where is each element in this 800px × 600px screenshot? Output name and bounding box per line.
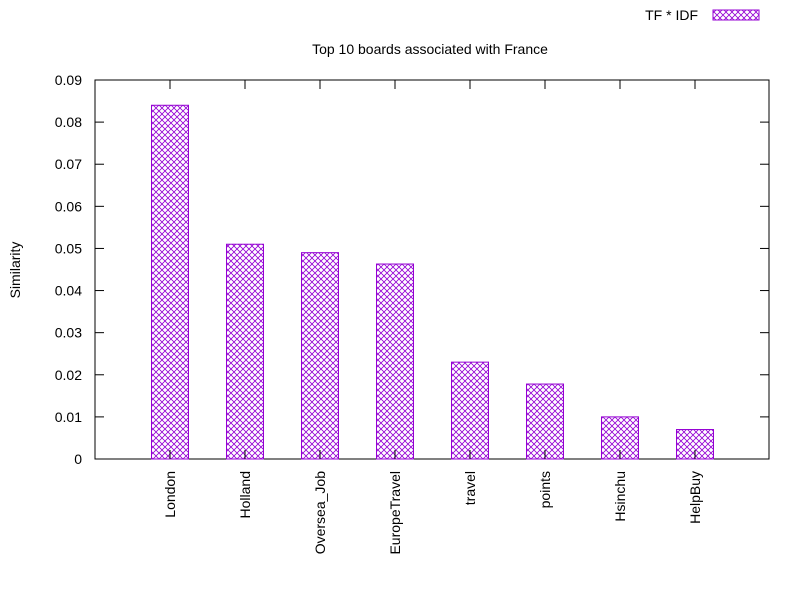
y-tick-label: 0.06 [55, 198, 82, 214]
y-tick-label: 0.02 [55, 367, 82, 383]
x-tick-label: points [537, 471, 553, 508]
x-tick-label: London [162, 471, 178, 518]
y-axis: 0 0.01 0.02 0.03 0.04 0.05 0.06 0.07 0.08 0.09 [55, 72, 769, 467]
y-tick-label: 0.08 [55, 114, 82, 130]
plot-frame [94, 79, 770, 460]
legend-swatch [712, 9, 760, 21]
x-tick-label: Hsinchu [612, 471, 628, 522]
y-axis-label: Similarity [7, 242, 23, 299]
y-tick-label: 0.01 [55, 409, 82, 425]
bars-group [151, 104, 714, 460]
y-tick-label: 0.03 [55, 325, 82, 341]
y-tick-label: 0.05 [55, 240, 82, 256]
bar-helpbuy [676, 429, 714, 460]
bar-points [526, 383, 564, 460]
bar-travel [451, 361, 489, 460]
chart-title: Top 10 boards associated with France [312, 41, 548, 57]
x-tick-label: HelpBuy [687, 471, 703, 524]
bar-holland [226, 243, 264, 460]
x-tick-label: travel [462, 471, 478, 505]
bar-london [151, 104, 189, 460]
y-tick-label: 0 [74, 451, 82, 467]
x-tick-label: Holland [237, 471, 253, 518]
x-tick-label: Oversea_Job [312, 471, 328, 554]
x-tick-label: EuropeTravel [387, 471, 403, 555]
y-tick-label: 0.04 [55, 283, 82, 299]
x-axis: London Holland Oversea_Job EuropeTravel trav… [162, 80, 703, 555]
legend-label: TF * IDF [645, 7, 698, 23]
legend: TF * IDF [645, 7, 760, 23]
bar-oversea-job [301, 252, 339, 460]
bar-europetravel [376, 263, 414, 460]
y-tick-label: 0.07 [55, 156, 82, 172]
y-tick-label: 0.09 [55, 72, 82, 88]
